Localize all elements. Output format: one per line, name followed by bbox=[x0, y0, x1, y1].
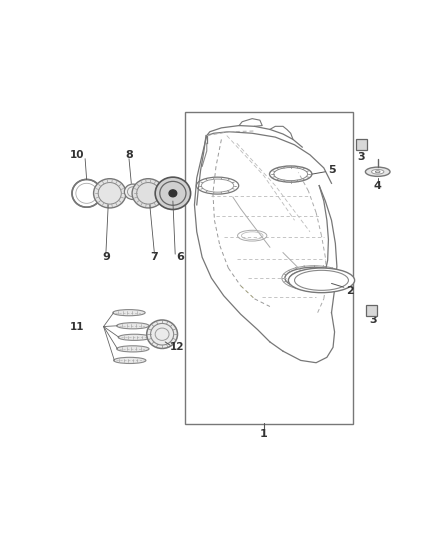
Ellipse shape bbox=[269, 166, 312, 182]
Ellipse shape bbox=[117, 322, 149, 329]
Ellipse shape bbox=[169, 190, 177, 197]
Ellipse shape bbox=[196, 177, 239, 194]
Ellipse shape bbox=[113, 357, 146, 364]
Text: 4: 4 bbox=[374, 181, 381, 191]
Ellipse shape bbox=[117, 346, 149, 352]
Text: 6: 6 bbox=[177, 252, 184, 262]
Ellipse shape bbox=[118, 334, 151, 341]
Ellipse shape bbox=[365, 167, 390, 176]
Text: 8: 8 bbox=[125, 150, 133, 160]
Ellipse shape bbox=[371, 169, 384, 174]
Text: 12: 12 bbox=[170, 342, 185, 352]
Text: 10: 10 bbox=[70, 150, 85, 160]
Ellipse shape bbox=[132, 179, 164, 208]
Ellipse shape bbox=[94, 179, 126, 208]
Ellipse shape bbox=[124, 184, 141, 199]
Text: 1: 1 bbox=[260, 429, 268, 439]
Bar bbox=[185, 112, 353, 424]
Text: 3: 3 bbox=[358, 152, 365, 162]
Text: 2: 2 bbox=[346, 286, 354, 296]
Text: 7: 7 bbox=[151, 252, 158, 262]
Text: 5: 5 bbox=[328, 165, 336, 175]
Ellipse shape bbox=[147, 320, 177, 349]
Ellipse shape bbox=[113, 310, 145, 316]
Ellipse shape bbox=[155, 177, 191, 209]
Text: 11: 11 bbox=[70, 321, 85, 332]
Ellipse shape bbox=[285, 267, 343, 289]
Ellipse shape bbox=[288, 268, 355, 293]
Bar bbox=[356, 140, 367, 150]
Text: 3: 3 bbox=[369, 316, 377, 325]
Text: 9: 9 bbox=[102, 252, 110, 262]
Bar bbox=[366, 305, 377, 316]
